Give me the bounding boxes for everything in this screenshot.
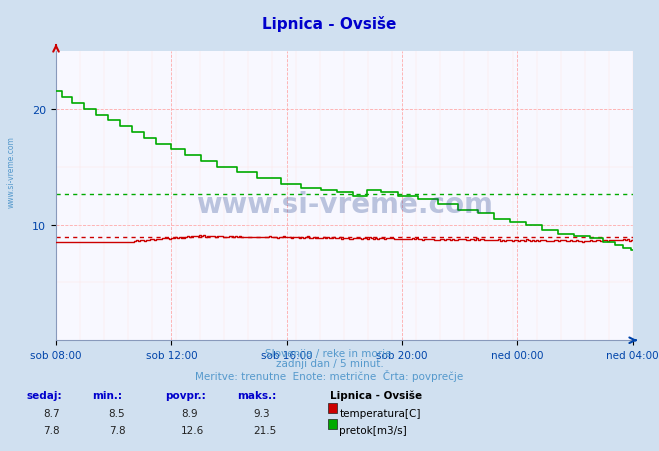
Text: zadnji dan / 5 minut.: zadnji dan / 5 minut. [275,359,384,368]
Text: povpr.:: povpr.: [165,390,206,400]
Text: maks.:: maks.: [237,390,277,400]
Text: 9.3: 9.3 [254,408,270,418]
Text: www.si-vreme.com: www.si-vreme.com [7,135,16,207]
Text: 7.8: 7.8 [43,425,59,435]
Text: 8.5: 8.5 [109,408,125,418]
Text: Slovenija / reke in morje.: Slovenija / reke in morje. [264,348,395,358]
Text: min.:: min.: [92,390,123,400]
Text: Meritve: trenutne  Enote: metrične  Črta: povprečje: Meritve: trenutne Enote: metrične Črta: … [195,369,464,381]
Text: 8.7: 8.7 [43,408,59,418]
Text: sedaj:: sedaj: [26,390,62,400]
Text: Lipnica - Ovsiše: Lipnica - Ovsiše [330,390,422,400]
Text: temperatura[C]: temperatura[C] [339,408,421,418]
Text: Lipnica - Ovsiše: Lipnica - Ovsiše [262,16,397,32]
Text: 12.6: 12.6 [181,425,204,435]
Text: 8.9: 8.9 [181,408,198,418]
Text: 21.5: 21.5 [254,425,277,435]
Text: www.si-vreme.com: www.si-vreme.com [196,191,493,219]
Text: 7.8: 7.8 [109,425,125,435]
Text: pretok[m3/s]: pretok[m3/s] [339,425,407,435]
